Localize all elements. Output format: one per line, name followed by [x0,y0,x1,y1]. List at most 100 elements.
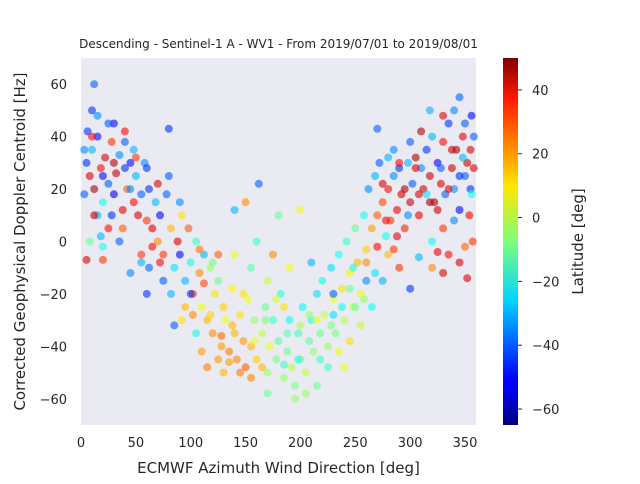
data-point [338,303,347,311]
data-point [195,245,204,254]
data-point [137,258,146,267]
data-point [272,355,281,364]
data-point [458,153,467,162]
data-point [425,198,434,207]
colorbar-tick-label: −20 [532,275,559,290]
data-point [164,172,173,180]
data-point [247,373,256,382]
data-point [373,211,382,220]
data-point [98,198,107,207]
data-point [115,237,124,246]
x-tick-labels: 0 50 100 150 200 250 300 350 [77,436,478,451]
data-point [109,119,118,128]
data-point [291,381,299,390]
data-point [167,289,175,298]
plot-background [81,58,476,425]
data-point [296,206,305,214]
data-point [203,363,212,372]
data-point [316,329,325,338]
data-point [274,337,283,346]
data-point [98,172,107,180]
data-point [329,310,338,319]
data-point [393,206,401,214]
scatter-points [80,80,478,403]
data-point [334,250,343,259]
data-point [142,289,151,298]
data-point [378,198,387,207]
data-point [93,111,102,120]
data-point [389,245,398,254]
data-point [175,250,184,259]
data-point [360,295,369,304]
y-tick-label: 20 [50,183,67,198]
data-point [252,355,261,364]
data-point [375,158,384,167]
data-point [338,284,347,293]
data-point [428,237,437,246]
data-point [88,145,96,154]
data-point [351,224,360,233]
data-point [93,132,102,141]
data-point [159,250,168,259]
data-point [156,211,164,220]
data-point [247,263,256,272]
data-point [404,211,412,220]
colorbar-tick-label: −40 [532,339,559,354]
data-point [283,329,292,338]
data-point [261,303,270,311]
data-point [134,211,143,220]
data-point [107,211,116,220]
data-point [444,185,453,194]
data-point [156,258,164,267]
data-point [232,355,241,364]
data-point [425,106,434,115]
data-point [411,153,420,162]
data-point [280,303,288,311]
data-point [263,368,272,377]
data-point [417,127,426,136]
data-point [465,211,474,220]
chart-title: Descending - Sentinel-1 A - WV1 - From 2… [79,37,478,51]
y-tick-labels: −60 −40 −20 0 20 40 60 [40,78,67,408]
data-point [236,368,245,377]
data-point [225,347,234,356]
data-point [428,132,437,141]
data-point [408,179,417,188]
data-point [88,106,96,115]
data-point [90,185,99,194]
y-tick-label: 60 [50,78,67,93]
data-point [294,355,303,364]
x-tick-label: 50 [128,436,145,451]
data-point [276,289,285,298]
data-point [329,289,338,298]
data-point [137,250,146,259]
data-point [345,337,354,346]
data-point [250,337,259,346]
data-point [145,185,153,194]
data-point [131,153,140,162]
data-point [261,316,270,325]
data-point [120,137,129,146]
data-point [148,242,157,251]
data-point [186,258,195,267]
data-point [192,237,201,246]
data-point [444,119,453,128]
data-point [217,331,226,340]
data-point [164,124,173,133]
data-point [101,153,110,162]
data-point [104,224,113,233]
data-point [362,276,371,285]
data-point [450,216,459,225]
data-point [400,185,409,194]
data-point [444,250,453,259]
data-point [340,316,349,325]
data-point [309,347,318,356]
data-point [312,381,321,390]
data-point [447,145,456,154]
data-point [468,237,477,246]
data-point [467,111,476,120]
data-point [170,263,179,272]
data-point [455,93,464,102]
data-point [131,172,140,180]
